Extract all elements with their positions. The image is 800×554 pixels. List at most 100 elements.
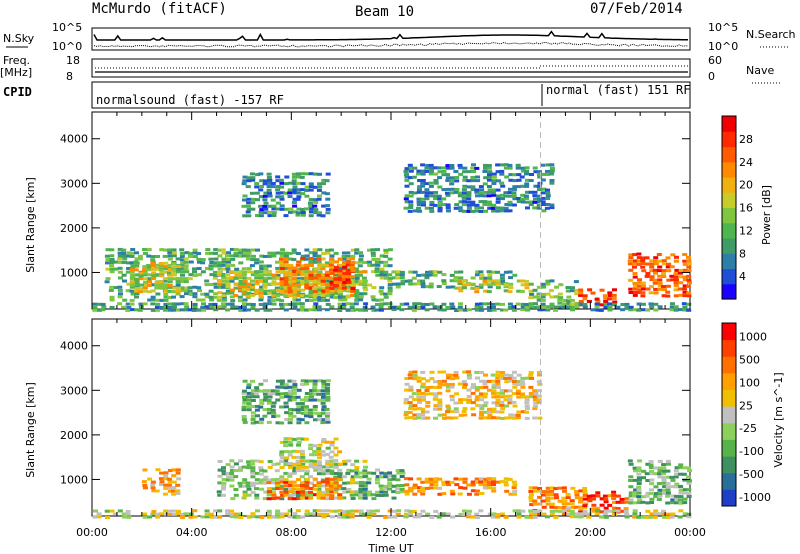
echo-cell [458,486,464,490]
echo-cell [299,305,305,309]
echo-cell [508,286,514,290]
echo-cell [554,285,559,289]
echo-cell [470,185,476,189]
echo-cell [155,298,161,302]
echo-cell [134,251,139,255]
echo-cell [308,512,314,516]
echo-cell [540,295,546,299]
echo-cell [532,190,538,194]
echo-cell [357,264,363,268]
echo-cell [466,483,472,487]
echo-cell [681,287,687,291]
echo-cell [325,389,331,393]
echo-cell [503,194,509,198]
echo-cell [292,197,298,201]
echo-cell [363,288,369,292]
echo-cell [532,166,538,170]
echo-cell [237,285,243,289]
echo-cell [146,254,152,258]
echo-cell [504,404,510,408]
echo-cell [685,255,691,259]
echo-cell [342,481,348,485]
echo-cell [433,483,439,487]
echo-cell [279,280,285,284]
echo-cell [345,282,351,286]
echo-cell [474,370,480,374]
echo-cell [92,515,98,519]
echo-cell [259,487,265,491]
echo-cell [151,489,157,493]
colorbar-swatch [722,489,736,507]
echo-cell [304,472,310,476]
echo-cell [673,308,679,312]
echo-cell [437,308,443,312]
echo-cell [586,300,592,303]
echo-cell [457,194,463,198]
echo-cell [275,260,280,264]
colorbar-swatch [722,268,736,285]
echo-cell [246,286,251,290]
echo-cell [499,374,505,378]
echo-cell [661,469,667,473]
echo-cell [475,179,481,183]
echo-cell [217,279,222,282]
echo-cell [101,305,107,309]
echo-cell [574,302,580,306]
echo-cell [399,469,405,473]
echo-cell [288,494,294,497]
echo-cell [137,257,143,261]
echo-cell [341,282,347,286]
echo-cell [225,277,231,280]
echo-cell [313,267,319,271]
echo-cell [466,185,472,189]
echo-cell [155,263,161,267]
noise-tick-high-left: 10^5 [52,21,82,34]
echo-cell [433,385,439,389]
echo-cell [537,502,543,506]
echo-cell [670,253,676,257]
echo-cell [545,496,551,500]
echo-cell [565,493,571,497]
echo-cell [628,287,634,291]
echo-cell [383,490,389,494]
echo-cell [230,512,235,516]
echo-cell [234,305,240,309]
echo-cell [478,394,484,398]
echo-cell [93,509,98,513]
echo-cell [520,200,526,204]
echo-cell [167,273,173,277]
echo-cell [303,490,309,494]
echo-cell [245,210,251,214]
time-tick-label: 04:00 [176,526,208,539]
echo-cell [686,302,692,306]
echo-cell [445,176,451,180]
echo-cell [520,283,526,287]
echo-cell [155,515,161,519]
echo-cell [229,484,235,488]
echo-cell [287,276,293,280]
echo-cell [495,270,501,274]
echo-cell [324,273,330,277]
echo-cell [677,498,683,502]
echo-region [627,252,692,298]
echo-cell [324,204,330,208]
echo-cell [221,257,227,261]
echo-cell [233,512,239,516]
echo-cell [420,181,426,185]
echo-cell [379,260,385,264]
echo-cell [662,485,668,489]
echo-cell [450,285,456,289]
echo-cell [312,257,318,261]
echo-cell [375,475,381,479]
echo-cell [229,248,235,251]
echo-cell [312,298,318,302]
echo-cell [602,294,608,298]
echo-cell [288,414,294,418]
echo-cell [163,486,169,490]
echo-cell [275,421,281,425]
echo-cell [487,170,493,174]
echo-cell [226,251,232,255]
echo-cell [175,280,181,283]
echo-cell [445,404,451,408]
echo-cell [486,178,492,182]
